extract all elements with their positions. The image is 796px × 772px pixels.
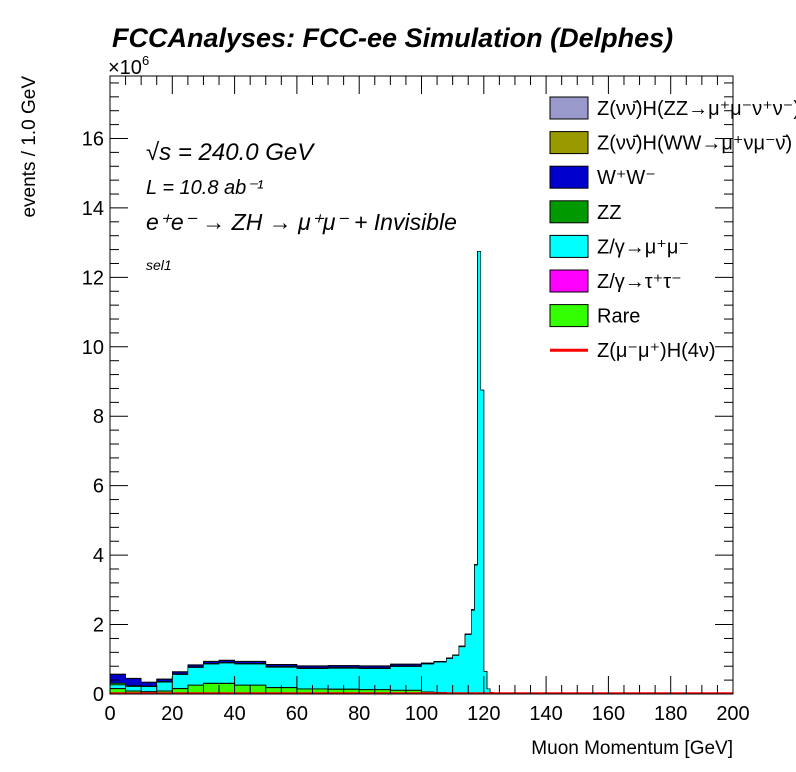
- y-tick-label: 16: [82, 128, 104, 150]
- energy-annotation: √s = 240.0 GeV: [146, 139, 315, 166]
- legend-label: W⁺W⁻: [597, 167, 656, 189]
- x-tick-label: 40: [223, 703, 245, 725]
- legend-swatch: [549, 96, 589, 120]
- legend-swatch: [549, 269, 589, 293]
- y-tick-label: 6: [93, 476, 104, 498]
- x-tick-label: 0: [104, 703, 115, 725]
- legend-swatch: [549, 304, 589, 328]
- legend-swatch: [549, 165, 589, 189]
- x-axis-label: Muon Momentum [GeV]: [531, 738, 733, 759]
- legend-label: ZZ: [597, 202, 621, 224]
- legend-swatch: [549, 200, 589, 224]
- legend-swatch: [549, 234, 589, 258]
- y-axis-label: events / 1.0 GeV: [19, 76, 40, 218]
- y-tick-label: 2: [93, 615, 104, 637]
- x-tick-label: 80: [348, 703, 370, 725]
- x-tick-label: 20: [161, 703, 183, 725]
- x-tick-label: 120: [467, 703, 500, 725]
- chart-title: FCCAnalyses: FCC-ee Simulation (Delphes): [112, 23, 673, 53]
- x-axis: 0 20 40 60 80 100 120 140 160 180 200: [104, 76, 750, 725]
- legend-label: Z(μ⁻μ⁺)H(4ν): [597, 340, 716, 362]
- y-tick-label: 4: [93, 545, 104, 567]
- x-tick-label: 200: [716, 703, 749, 725]
- process-annotation: e⁺e⁻ → ZH → μ⁺μ⁻ + Invisible: [146, 209, 457, 235]
- y-axis: 0 2 4 6 8 10 12 14 16: [82, 82, 733, 706]
- x-tick-label: 180: [654, 703, 687, 725]
- legend-label: Z(νν̄)H(WW→μ⁺νμ⁻ν̄): [597, 133, 792, 155]
- y-tick-label: 8: [93, 406, 104, 428]
- y-tick-label: 0: [93, 684, 104, 706]
- y-exponent-label: ×106: [108, 53, 149, 79]
- x-tick-label: 160: [592, 703, 625, 725]
- y-tick-label: 12: [82, 267, 104, 289]
- y-tick-label: 10: [82, 337, 104, 359]
- legend-label: Rare: [597, 306, 640, 328]
- luminosity-annotation: L = 10.8 ab⁻¹: [146, 177, 264, 199]
- x-tick-label: 100: [405, 703, 438, 725]
- x-tick-label: 60: [286, 703, 308, 725]
- legend-swatch: [549, 131, 589, 155]
- legend: Z(νν̄)H(ZZ→μ⁺μ⁻ν⁺ν⁻) Z(νν̄)H(WW→μ⁺νμ⁻ν̄) W…: [549, 96, 796, 362]
- y-tick-label: 14: [82, 198, 104, 220]
- selection-annotation: sel1: [146, 257, 172, 273]
- legend-label: Z/γ→μ⁺μ⁻: [597, 236, 689, 258]
- legend-label: Z(νν̄)H(ZZ→μ⁺μ⁻ν⁺ν⁻): [597, 98, 796, 120]
- legend-label: Z/γ→τ⁺τ⁻: [597, 271, 682, 293]
- x-tick-label: 140: [529, 703, 562, 725]
